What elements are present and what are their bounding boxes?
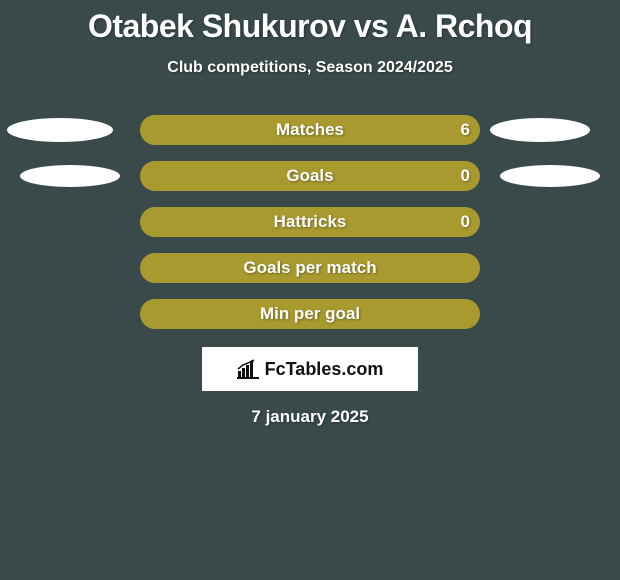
comparison-subtitle: Club competitions, Season 2024/2025 — [0, 59, 620, 77]
player-right-marker — [490, 118, 590, 142]
player-right-marker — [500, 165, 600, 187]
snapshot-date: 7 january 2025 — [0, 407, 620, 427]
stat-row: Matches 6 — [0, 115, 620, 145]
stat-bar: Hattricks 0 — [140, 207, 480, 237]
stat-row: Min per goal — [0, 299, 620, 329]
stat-value: 6 — [461, 120, 470, 140]
stat-bar: Min per goal — [140, 299, 480, 329]
player-left-marker — [20, 165, 120, 187]
stat-rows: Matches 6 Goals 0 Hattricks 0 Goals per match M… — [0, 115, 620, 329]
stat-bar: Goals 0 — [140, 161, 480, 191]
stat-label: Goals per match — [243, 258, 376, 278]
brand-text: FcTables.com — [265, 359, 384, 380]
stat-label: Min per goal — [260, 304, 360, 324]
stat-label: Goals — [286, 166, 333, 186]
chart-icon — [237, 359, 259, 379]
stat-value: 0 — [461, 166, 470, 186]
stat-value: 0 — [461, 212, 470, 232]
stat-row: Goals per match — [0, 253, 620, 283]
stat-label: Matches — [276, 120, 344, 140]
comparison-title: Otabek Shukurov vs A. Rchoq — [0, 0, 620, 45]
stat-label: Hattricks — [274, 212, 347, 232]
stat-bar: Goals per match — [140, 253, 480, 283]
stat-bar: Matches 6 — [140, 115, 480, 145]
stat-row: Goals 0 — [0, 161, 620, 191]
stat-row: Hattricks 0 — [0, 207, 620, 237]
brand-badge: FcTables.com — [202, 347, 418, 391]
player-left-marker — [7, 118, 113, 142]
